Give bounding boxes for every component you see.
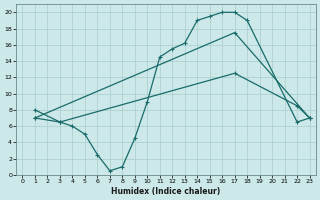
X-axis label: Humidex (Indice chaleur): Humidex (Indice chaleur) — [111, 187, 221, 196]
